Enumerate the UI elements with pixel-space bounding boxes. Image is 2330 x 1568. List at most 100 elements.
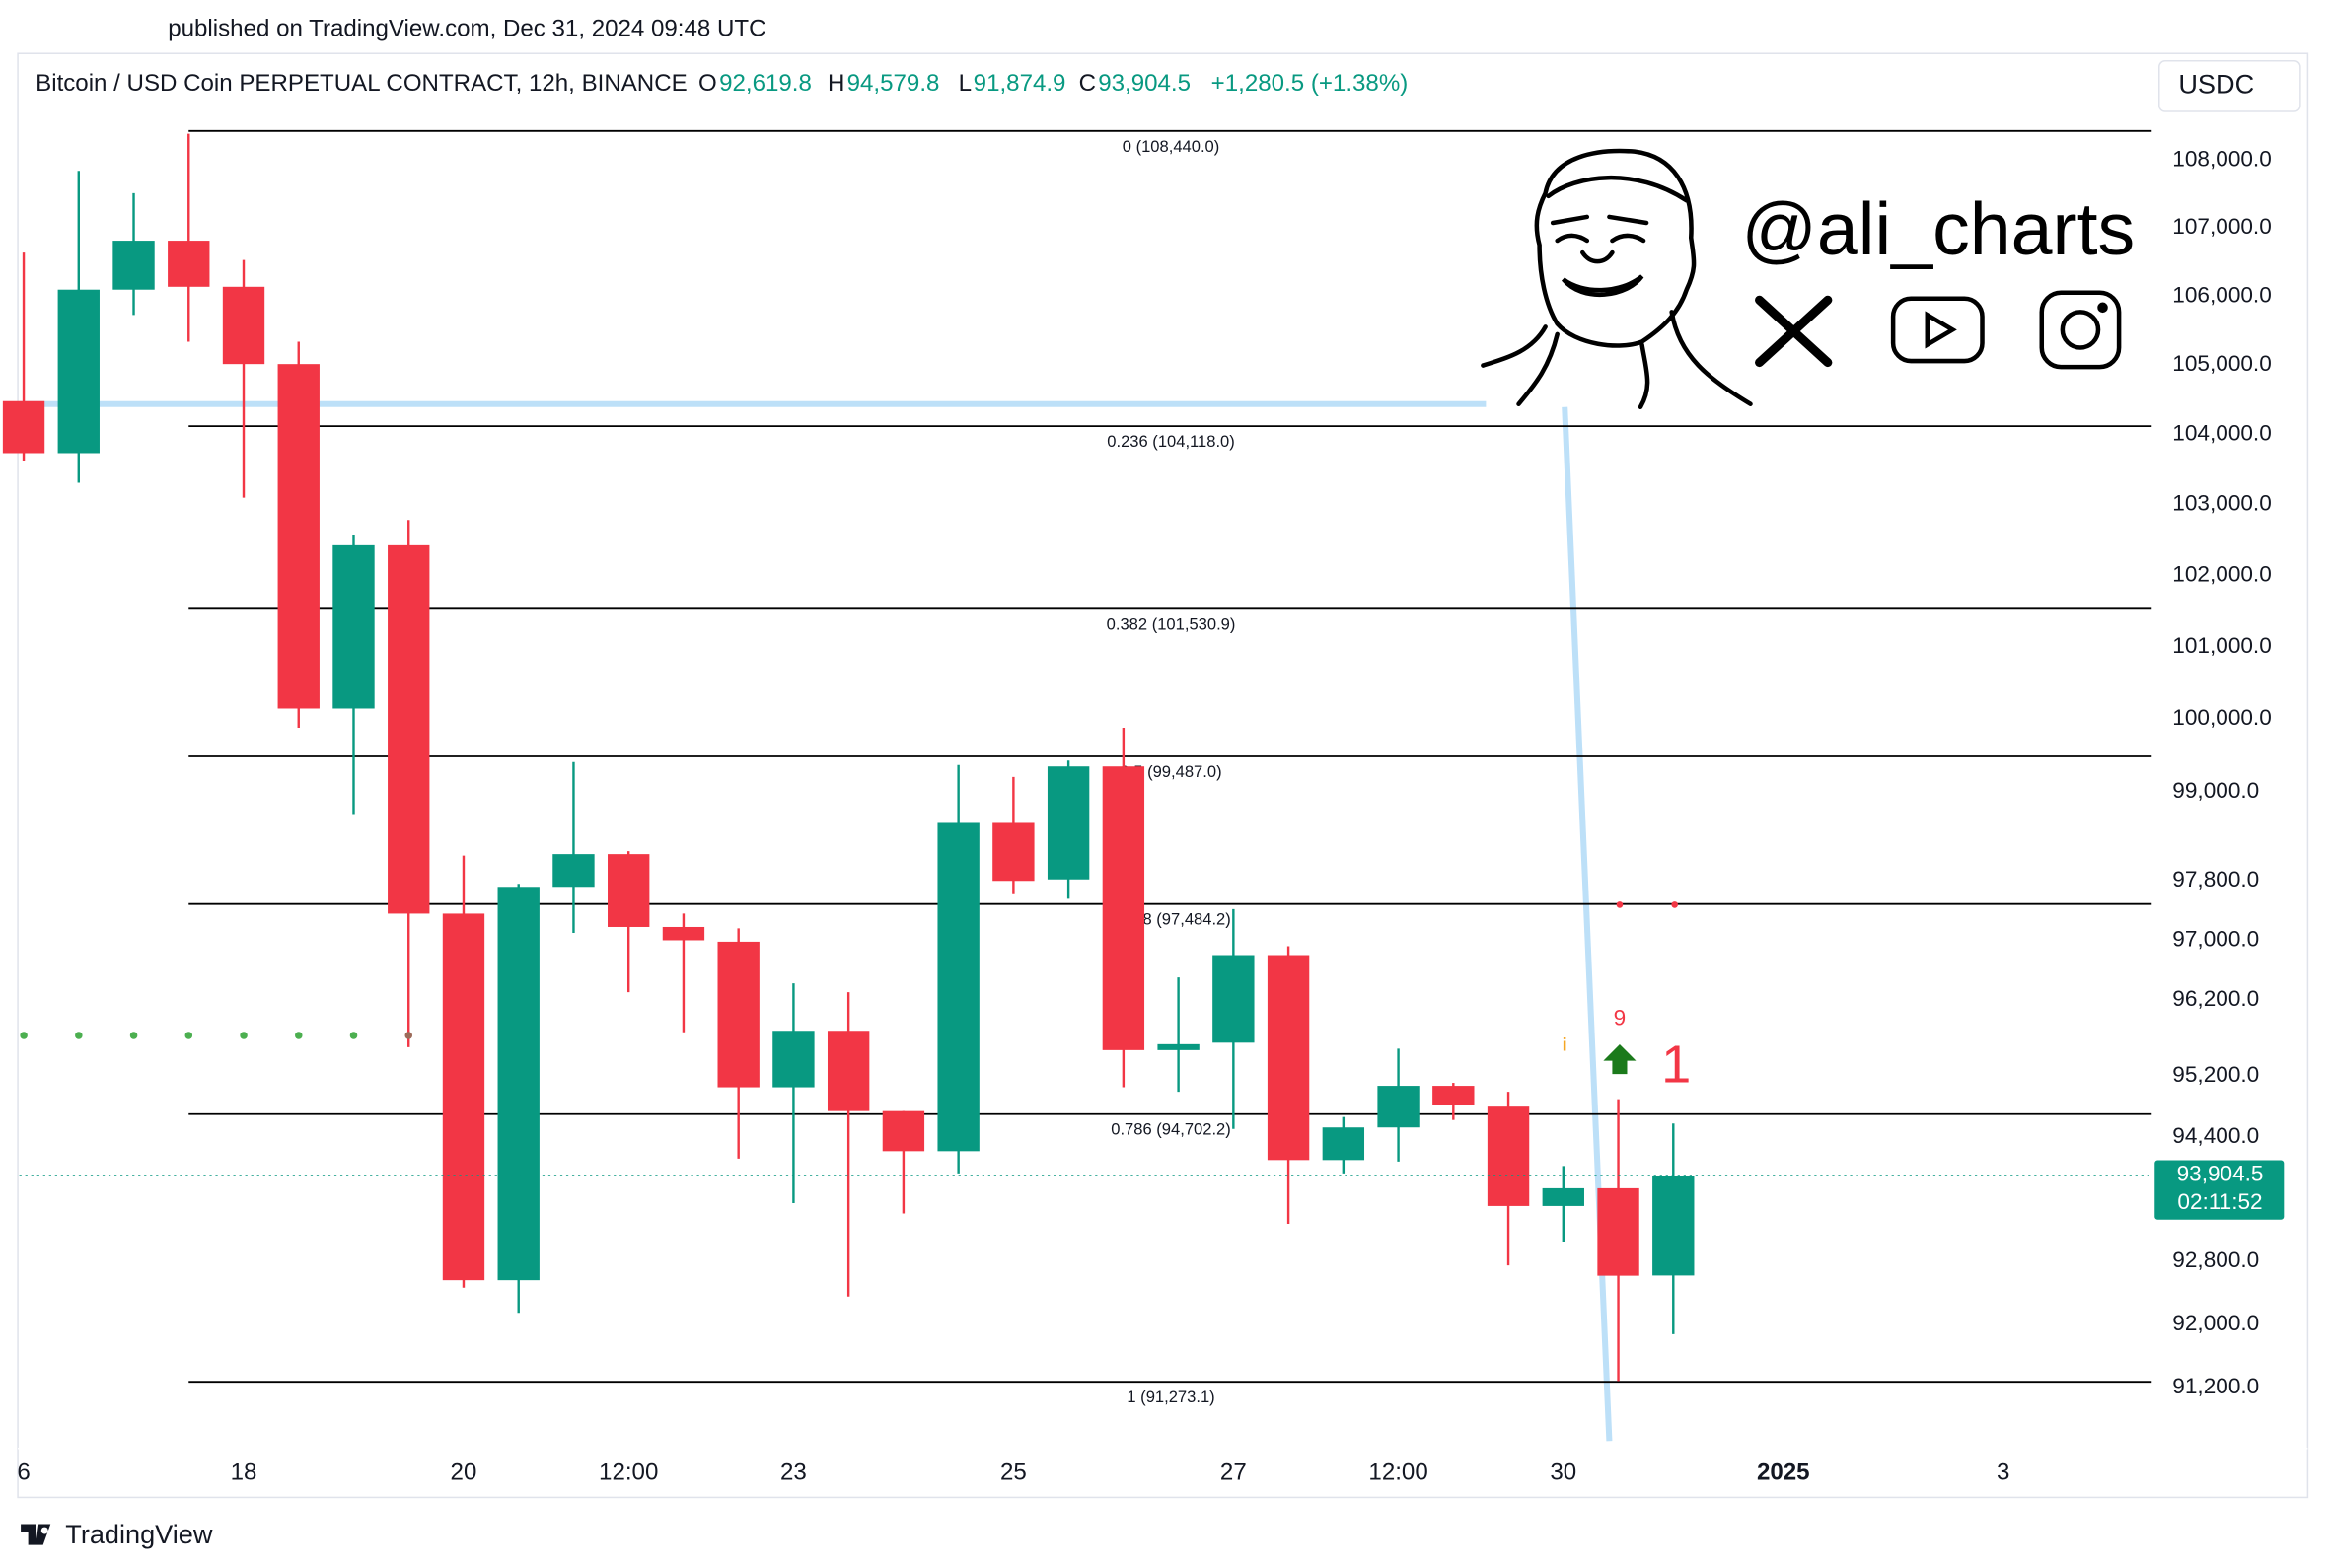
candle-body [552, 854, 595, 888]
instagram-icon [2039, 290, 2122, 370]
avatar-shoulders [1481, 310, 1753, 410]
x-tick-label: 27 [1220, 1460, 1247, 1486]
candle-body [1377, 1086, 1420, 1128]
x-tick-label: 23 [780, 1460, 807, 1486]
setup-dot [295, 1032, 303, 1039]
buy-arrow [1603, 1043, 1637, 1075]
ohlc-key: L [959, 70, 972, 97]
candle-body [168, 241, 210, 287]
candle-body [497, 887, 540, 1281]
change-value: +1,280.5 (+1.38%) [1211, 70, 1409, 97]
candle-body [1102, 766, 1145, 1050]
ohlc-value: 94,579.8 [847, 70, 940, 97]
candle-body [277, 364, 320, 709]
candle-body [388, 544, 430, 914]
y-tick-label: 97,800.0 [2172, 867, 2259, 891]
setup-dot [404, 1032, 413, 1039]
instagram-dot [2097, 302, 2108, 314]
setup-dot [129, 1032, 138, 1039]
y-tick-label: 100,000.0 [2172, 705, 2271, 730]
x-tick-label: 12:00 [599, 1460, 658, 1486]
candle-body [1157, 1043, 1200, 1050]
x-tick-label: 2025 [1757, 1460, 1810, 1486]
x-tick-label: 18 [231, 1460, 257, 1486]
candle-body [882, 1110, 925, 1152]
setup-dot [75, 1032, 83, 1039]
candle-body [112, 241, 155, 290]
y-tick-label: 92,800.0 [2172, 1247, 2259, 1272]
candle-body [1542, 1187, 1584, 1206]
indicator-dots [20, 901, 1679, 1039]
y-tick-label: 108,000.0 [2172, 147, 2271, 172]
y-tick-label: 91,200.0 [2172, 1374, 2259, 1398]
fib-label: 0.786 (94,702.2) [1111, 1120, 1231, 1139]
symbol-title: Bitcoin / USD Coin PERPETUAL CONTRACT, 1… [36, 70, 688, 97]
price-tag [2154, 1160, 2285, 1220]
candle-body [1322, 1127, 1365, 1161]
candle-body [992, 822, 1035, 882]
setup-count: 9 [1614, 1005, 1627, 1030]
y-tick-label: 106,000.0 [2172, 282, 2271, 307]
published-note: published on TradingView.com, Dec 31, 20… [168, 15, 765, 41]
brand-logo [21, 1524, 51, 1545]
avatar-head [1534, 148, 1697, 348]
avatar-brows [1550, 214, 1649, 226]
candle-body [662, 926, 705, 941]
instagram-lens [2060, 310, 2101, 350]
setup-dot [240, 1032, 248, 1039]
candle-body [717, 941, 760, 1088]
y-tick-label: 107,000.0 [2172, 214, 2271, 239]
y-tick-label: 104,000.0 [2172, 420, 2271, 445]
candle-body [937, 822, 980, 1152]
currency-label[interactable]: USDC [2178, 69, 2254, 100]
youtube-icon [1890, 296, 1985, 364]
candle-body [2, 400, 45, 454]
candle-body [1047, 766, 1090, 880]
price-tag-countdown: 02:11:52 [2177, 1189, 2262, 1214]
axis-layer: 108,000.0 107,000.0 106,000.0 105,000.0 104,… [17, 147, 2271, 1486]
fib-label: 0.236 (104,118.0) [1107, 432, 1235, 451]
candle-body [442, 913, 485, 1281]
x-tick-label: 30 [1550, 1460, 1576, 1486]
avatar-eyes [1555, 233, 1646, 244]
y-tick-label: 102,000.0 [2172, 561, 2271, 586]
price-tag-value: 93,904.5 [2177, 1162, 2264, 1186]
y-tick-label: 97,000.0 [2172, 926, 2259, 951]
y-tick-label: 92,000.0 [2172, 1311, 2259, 1335]
candle-body [608, 854, 650, 927]
watermark [1481, 148, 2122, 410]
watermark-handle: @ali_charts [1741, 187, 2135, 270]
y-tick-label: 99,000.0 [2172, 778, 2259, 803]
setup-dot [184, 1032, 193, 1039]
fib-label: 1 (91,273.1) [1127, 1388, 1214, 1406]
y-tick-label: 95,200.0 [2172, 1062, 2259, 1087]
candle-body [1597, 1187, 1639, 1276]
x-tick-label: 25 [1000, 1460, 1027, 1486]
fib-label: 0.382 (101,530.9) [1107, 614, 1236, 633]
countdown-count: 1 [1661, 1034, 1691, 1094]
youtube-play [1925, 311, 1957, 349]
candle-body [1432, 1086, 1475, 1105]
x-tick-label: 6 [17, 1460, 30, 1486]
ohlc-key: C [1079, 70, 1096, 97]
ohlc-value: 92,619.8 [719, 70, 812, 97]
y-tick-label: 94,400.0 [2172, 1123, 2259, 1148]
avatar-mouth [1561, 274, 1644, 298]
y-tick-label: 101,000.0 [2172, 633, 2271, 658]
avatar-hair [1546, 175, 1689, 203]
ohlc-value: 91,874.9 [974, 70, 1066, 97]
currency-button[interactable] [2158, 60, 2301, 112]
candle-body [827, 1031, 870, 1111]
y-tick-label: 96,200.0 [2172, 986, 2259, 1011]
x-tick-label: 20 [451, 1460, 477, 1486]
fib-label: 0.5 (99,487.0) [1120, 762, 1221, 781]
resistance-dot [1671, 901, 1679, 908]
candle-body [57, 289, 100, 454]
candle-body [1267, 955, 1310, 1161]
candle-body [1487, 1106, 1530, 1206]
candle-body [1212, 955, 1255, 1043]
candle-layer [2, 133, 2152, 1382]
x-tick-label: 12:00 [1368, 1460, 1427, 1486]
